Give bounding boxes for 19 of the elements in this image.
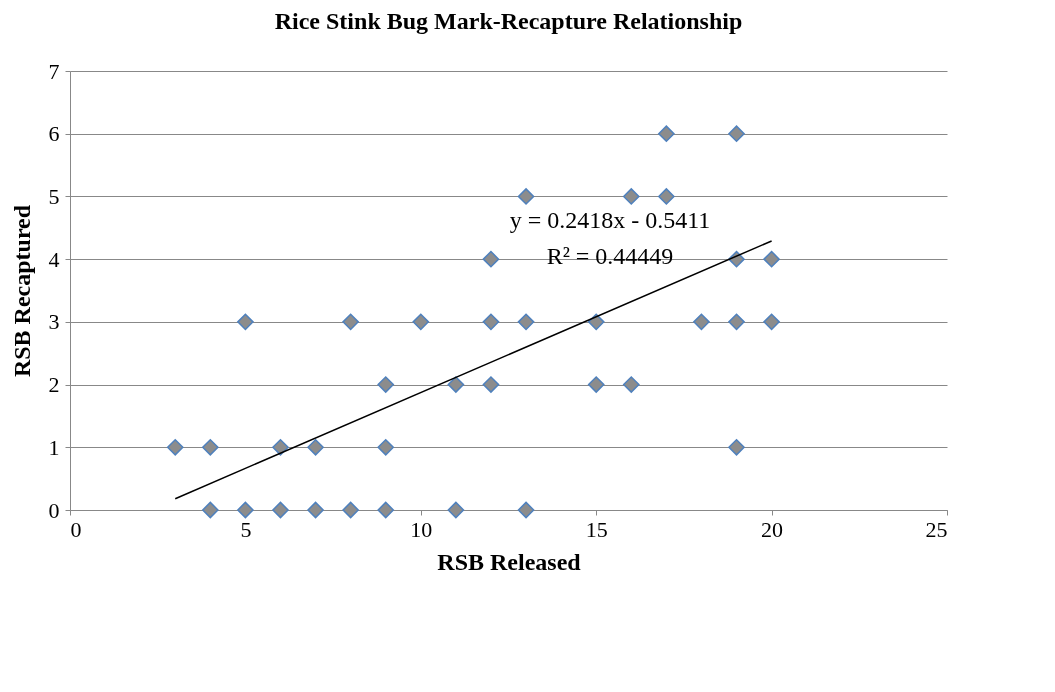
x-tick-label: 25 [925, 516, 948, 542]
annotation: y = 0.2418x - 0.5411 [509, 207, 711, 233]
x-tick-label: 20 [761, 516, 784, 542]
x-axis-title: RSB Released [437, 548, 582, 575]
x-tick-label: 0 [70, 516, 82, 542]
y-tick-label: 6 [48, 121, 60, 147]
y-tick-label: 5 [48, 183, 60, 209]
x-tick-label: 15 [585, 516, 608, 542]
x-tick-label: 10 [410, 516, 433, 542]
y-axis-title: RSB Recaptured [8, 204, 35, 378]
y-tick-label: 7 [48, 58, 60, 84]
y-tick-label: 2 [48, 372, 60, 398]
y-tick-label: 4 [48, 246, 60, 272]
y-tick-label: 0 [48, 497, 60, 523]
x-tick-label: 5 [240, 516, 252, 542]
y-tick-label: 1 [48, 434, 60, 460]
annotation: R² = 0.44449 [546, 243, 674, 269]
chart-title: Rice Stink Bug Mark-Recapture Relationship [274, 8, 743, 34]
y-tick-label: 3 [48, 309, 60, 335]
